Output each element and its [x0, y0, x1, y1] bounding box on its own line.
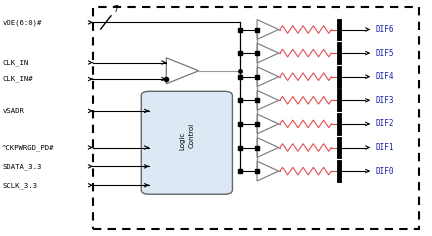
- Text: 7: 7: [113, 5, 118, 14]
- Text: Logic: Logic: [180, 131, 185, 150]
- Text: DIF4: DIF4: [376, 72, 394, 81]
- Text: SDATA_3.3: SDATA_3.3: [2, 163, 41, 170]
- Text: DIF0: DIF0: [376, 167, 394, 176]
- Text: vOE(6:0)#: vOE(6:0)#: [2, 19, 41, 26]
- Text: DIF1: DIF1: [376, 143, 394, 152]
- Text: DIF6: DIF6: [376, 25, 394, 34]
- Text: Control: Control: [188, 123, 194, 148]
- Text: DIF5: DIF5: [376, 49, 394, 58]
- Text: DIF3: DIF3: [376, 96, 394, 105]
- Text: CLK_IN#: CLK_IN#: [2, 76, 33, 82]
- Text: DIF2: DIF2: [376, 119, 394, 128]
- Text: SCLK_3.3: SCLK_3.3: [2, 182, 37, 189]
- FancyBboxPatch shape: [141, 91, 232, 194]
- Text: CLK_IN: CLK_IN: [2, 59, 29, 66]
- Text: ^CKPWRGD_PD#: ^CKPWRGD_PD#: [2, 144, 55, 151]
- Text: vSADR: vSADR: [2, 108, 24, 114]
- Bar: [93, 7, 419, 229]
